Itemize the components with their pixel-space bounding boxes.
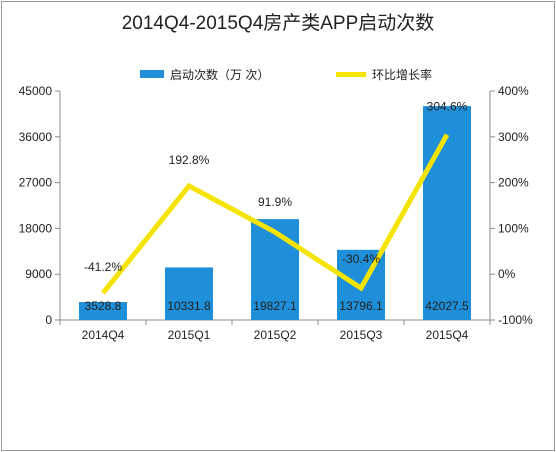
axes: 0 9000 18000 27000 36000 45000 -100% 0% 100% 200%…: [19, 84, 533, 342]
x-tick-label: 2014Q4: [82, 328, 125, 342]
bar-data-label: 10331.8: [167, 299, 211, 313]
bar: [165, 267, 213, 320]
legend-line-swatch: [336, 72, 366, 77]
x-tick-label: 2015Q1: [168, 328, 211, 342]
y-right-tick-label: 200%: [498, 176, 529, 190]
y-right-tick-label: 100%: [498, 221, 529, 235]
rate-data-label: 91.9%: [258, 195, 292, 209]
y-left-tick-label: 18000: [19, 221, 53, 235]
rate-series-line: [101, 133, 450, 295]
y-right-tick-label: -100%: [498, 313, 533, 327]
y-left-tick-label: 0: [45, 313, 52, 327]
y-left-tick-label: 27000: [19, 176, 53, 190]
y-left-tick-label: 9000: [25, 267, 52, 281]
y-right-tick-label: 400%: [498, 84, 529, 98]
bar-data-label: 3528.8: [85, 299, 122, 313]
bar: [79, 302, 127, 320]
bar-data-label: 13796.1: [339, 299, 383, 313]
chart-title: 2014Q4-2015Q4房产类APP启动次数: [122, 12, 435, 34]
x-tick-label: 2015Q2: [254, 328, 297, 342]
y-right-tick-label: 300%: [498, 130, 529, 144]
bar: [423, 106, 471, 320]
bar: [251, 219, 299, 320]
bar-data-label: 42027.5: [425, 299, 469, 313]
rate-data-label: 192.8%: [169, 153, 210, 167]
x-tick-label: 2015Q4: [426, 328, 469, 342]
rate-data-label: -30.4%: [342, 252, 380, 266]
rate-line: [101, 133, 450, 295]
bar-labels: 3528.8 10331.8 19827.1 13796.1 42027.5: [85, 299, 469, 313]
y-right-tick-label: 0%: [498, 267, 516, 281]
legend-bar-label: 启动次数（万 次）: [170, 67, 269, 82]
bars: [79, 106, 471, 320]
x-tick-label: 2015Q3: [340, 328, 383, 342]
legend-line-label: 环比增长率: [372, 67, 432, 82]
rate-labels: -41.2% 192.8% 91.9% -30.4% 304.6%: [84, 100, 468, 274]
y-left-tick-label: 45000: [19, 84, 53, 98]
rate-data-label: -41.2%: [84, 260, 122, 274]
legend: 启动次数（万 次） 环比增长率: [140, 67, 432, 82]
rate-data-label: 304.6%: [427, 100, 468, 114]
legend-bar-swatch: [140, 70, 164, 78]
y-left-tick-label: 36000: [19, 130, 53, 144]
bar-data-label: 19827.1: [253, 299, 297, 313]
